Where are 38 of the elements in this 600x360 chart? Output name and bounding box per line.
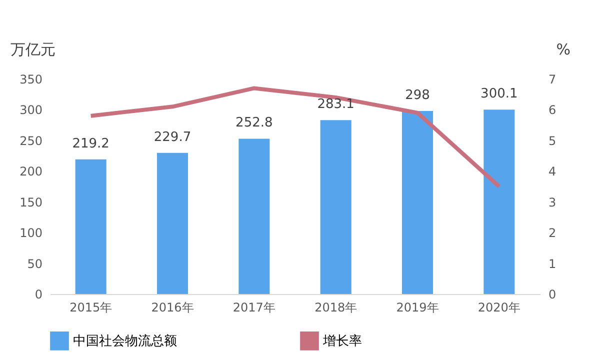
bar [484, 110, 515, 294]
y2-tick-label: 5 [548, 134, 556, 148]
y-axis-title: 万亿元 [10, 40, 56, 58]
bar [156, 152, 188, 294]
legend-label: 中国社会物流总额 [73, 332, 177, 349]
y2-tick-label: 7 [548, 72, 556, 86]
y2-axis-title: % [556, 40, 570, 58]
y-tick-label: 200 [20, 164, 42, 179]
data-label: 252.8 [236, 116, 273, 131]
y-tick-label: 50 [27, 256, 42, 271]
x-tick-label: 2017年 [232, 300, 276, 314]
y2-tick-label: 3 [548, 195, 556, 210]
x-tick-label: 2015年 [70, 300, 112, 314]
x-tick-label: 2020年 [478, 300, 520, 314]
data-label: 229.7 [154, 130, 192, 145]
bar [238, 138, 270, 294]
y-tick-label: 250 [20, 134, 42, 148]
x-tick-label: 2019年 [396, 300, 439, 314]
y-tick-label: 150 [20, 195, 42, 210]
x-tick-label: 2016年 [151, 300, 194, 314]
y-tick-label: 300 [20, 103, 42, 118]
y2-tick-label: 6 [548, 103, 556, 118]
y-tick-label: 100 [20, 226, 42, 240]
y-tick-label: 350 [20, 72, 42, 86]
data-label: 283.1 [317, 97, 354, 112]
legend-label: 增长率 [322, 332, 362, 349]
y2-tick-label: 2 [548, 226, 556, 240]
y2-tick-label: 4 [548, 164, 556, 179]
data-label: 298 [405, 88, 430, 103]
y2-tick-label: 1 [548, 256, 556, 271]
data-label: 219.2 [72, 136, 110, 152]
y2-tick-label: 0 [548, 288, 556, 302]
bar [402, 110, 434, 294]
bar [320, 120, 352, 294]
x-tick-label: 2018年 [314, 300, 358, 314]
bar [75, 159, 106, 294]
data-label: 300.1 [480, 86, 518, 102]
y-tick-label: 0 [34, 288, 42, 302]
